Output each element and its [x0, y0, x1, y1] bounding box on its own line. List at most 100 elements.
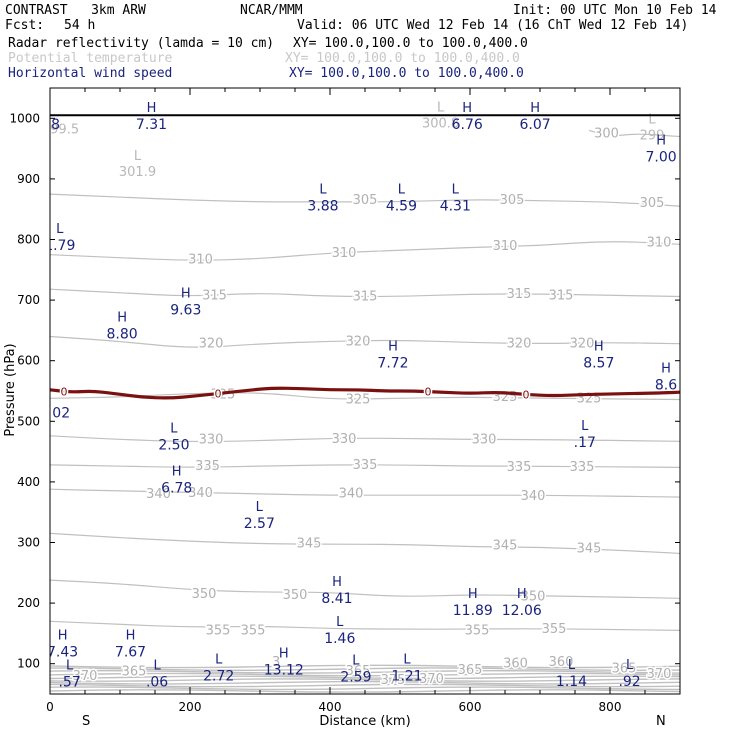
- theta-band-line: [49, 689, 681, 693]
- wind-extremum-value: 3.88: [307, 199, 338, 215]
- theta-label: 300: [594, 126, 619, 141]
- theta-label: 325: [577, 391, 602, 406]
- y-tick-label: 300: [17, 536, 40, 550]
- theta-label: 310: [493, 239, 518, 254]
- wind-extremum-value: 2.50: [158, 437, 189, 453]
- theta-band-line: [49, 678, 681, 682]
- theta-label: 325: [346, 392, 371, 407]
- y-tick-label: 200: [17, 596, 40, 610]
- theta-label: 320: [199, 337, 224, 352]
- theta-contour-345: [50, 532, 680, 554]
- theta-label: 350: [521, 589, 546, 604]
- wind-extremum-marker: H: [147, 101, 157, 116]
- wind-extremum-value: 9.63: [170, 302, 201, 318]
- valid-time: Valid: 06 UTC Wed 12 Feb 14 (16 ChT Wed …: [297, 18, 689, 33]
- theta-contour-315: [50, 288, 680, 298]
- wind-extremum-marker: L: [568, 658, 576, 673]
- wind-extremum-marker: L: [403, 652, 411, 667]
- wind-extremum-marker: H: [279, 646, 289, 661]
- theta-band-line: [49, 683, 681, 688]
- field-wind-name: Horizontal wind speed: [8, 66, 173, 81]
- wind-extremum-value: .17: [574, 435, 596, 451]
- field-wind-xy: XY= 100.0,100.0 to 100.0,400.0: [289, 66, 524, 81]
- wind-extremum-value: 8.80: [107, 327, 138, 343]
- theta-label: 325: [210, 388, 235, 403]
- theta-label: 310: [188, 252, 213, 267]
- field-theta-name: Potential temperature: [8, 51, 173, 66]
- theta-label: 315: [507, 287, 532, 302]
- y-tick-label: 900: [17, 172, 40, 186]
- theta-contour-355: [50, 620, 680, 631]
- wind-extremum-marker: L: [398, 183, 406, 198]
- theta-label: 345: [577, 542, 602, 557]
- wind-extremum-marker: H: [126, 629, 136, 644]
- theta-label: 330: [332, 432, 357, 447]
- field-theta-xy: XY= 100.0,100.0 to 100.0,400.0: [285, 51, 520, 66]
- wind-extremum-value: 2.72: [203, 668, 234, 684]
- wind-extremum-marker: H: [594, 340, 604, 355]
- wind-extremum-value: 1.46: [324, 631, 355, 647]
- wind-extremum-marker: L: [581, 419, 589, 434]
- theta-label: 370: [73, 669, 98, 684]
- theta-label: 3: [272, 655, 280, 670]
- x-tick-label: 800: [599, 700, 622, 714]
- wind-extremum-marker: H: [468, 587, 478, 602]
- theta-label: 305: [500, 193, 525, 208]
- theta-contour-300: [588, 129, 680, 138]
- theta-extremum-value: 301.9: [119, 165, 156, 180]
- theta-label: 345: [297, 537, 322, 552]
- theta-label: 315: [202, 288, 227, 303]
- theta-label: 335: [507, 460, 532, 475]
- wind-extremum-marker: L: [452, 183, 460, 198]
- wind-extremum-value: 6.76: [452, 117, 483, 133]
- theta-label: 355: [206, 623, 231, 638]
- theta-label: 305: [353, 193, 378, 208]
- wind-extremum-marker: H: [462, 101, 472, 116]
- theta-label: 355: [542, 622, 567, 637]
- wind-extremum-marker: L: [170, 421, 178, 436]
- y-tick-label: 100: [17, 657, 40, 671]
- y-tick-label: 800: [17, 233, 40, 247]
- y-tick-label: 500: [17, 414, 40, 428]
- theta-label: 370: [419, 672, 444, 687]
- theta-contour-340: [50, 488, 680, 498]
- model-title: CONTRAST 3km ARW: [5, 3, 146, 18]
- wind-extremum-marker: H: [530, 101, 540, 116]
- theta-label: 365: [122, 665, 147, 680]
- theta-label: 365: [612, 662, 637, 677]
- theta-contour-335: [50, 464, 680, 469]
- x-tick-label: 200: [179, 700, 202, 714]
- theta-band-line: [49, 672, 681, 677]
- wind-extremum-marker: L: [66, 658, 74, 673]
- theta-contour-350: [50, 579, 680, 599]
- wind-extremum-marker: H: [332, 575, 342, 590]
- plot-frame: [49, 87, 681, 695]
- init-time: Init: 00 UTC Mon 10 Feb 14: [513, 3, 717, 18]
- wind-extremum-marker: H: [58, 629, 68, 644]
- wind-extremum-value: .06: [146, 674, 168, 690]
- wind-extremum-value: 4.59: [386, 199, 417, 215]
- theta-label: 350: [283, 588, 308, 603]
- wind-extremum-value: 7.72: [377, 356, 408, 372]
- upper-theta-band: [49, 664, 681, 693]
- wind-extremum-marker: H: [656, 134, 666, 149]
- theta-label: 360: [549, 655, 574, 670]
- theta-extremum-value: 299.5: [42, 122, 79, 137]
- wind-extremum-value: 1.21: [391, 668, 422, 684]
- wind-extremum-value: 2.57: [244, 516, 275, 532]
- theta-contour-320: [50, 335, 680, 348]
- wind-extremum-value: 8.57: [583, 356, 614, 372]
- y-tick-label: 1000: [9, 111, 40, 125]
- theta-label: 330: [199, 432, 224, 447]
- wind-extremum-value: 13.12: [264, 662, 304, 678]
- theta-label: 315: [353, 289, 378, 304]
- theta-label: 345: [493, 539, 518, 554]
- theta-label: 305: [640, 196, 665, 211]
- theta-label: 335: [195, 459, 220, 474]
- wind-extremum-value: 2.59: [340, 670, 371, 686]
- wind-extremum-marker: H: [661, 361, 671, 376]
- reflectivity-label: 0: [425, 386, 432, 399]
- x-tick-label: 600: [459, 700, 482, 714]
- wind-extremum-marker: H: [172, 464, 182, 479]
